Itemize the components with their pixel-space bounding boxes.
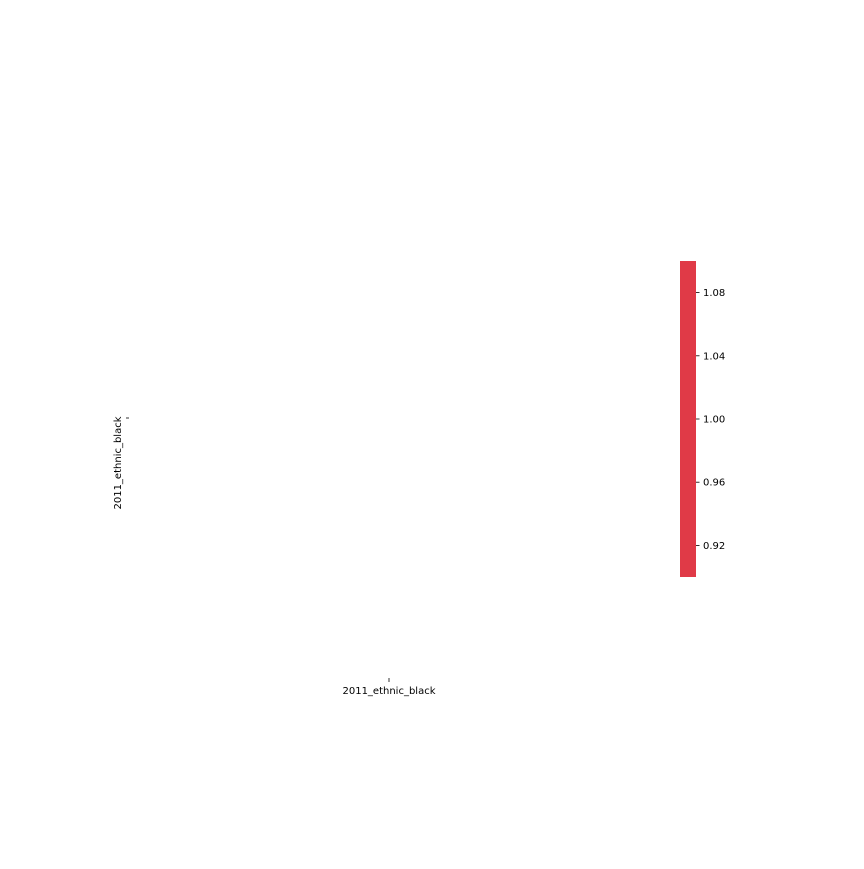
colorbar: 0.92 0.96 1.00 1.04 1.08	[680, 261, 725, 577]
colorbar-ticks: 0.92 0.96 1.00 1.04 1.08	[696, 288, 725, 552]
colorbar-tick-label: 1.04	[703, 351, 725, 362]
y-tick-label: 2011_ethnic_black	[113, 416, 124, 509]
x-tick-label: 2011_ethnic_black	[342, 686, 435, 697]
y-axis: 2011_ethnic_black	[113, 416, 129, 510]
colorbar-tick-label: 0.92	[703, 541, 725, 552]
colorbar-fill	[680, 261, 696, 577]
colorbar-tick-label: 1.00	[703, 415, 725, 426]
colorbar-tick-label: 1.08	[703, 288, 725, 299]
x-axis: 2011_ethnic_black	[342, 678, 436, 697]
colorbar-tick-label: 0.96	[703, 478, 725, 489]
